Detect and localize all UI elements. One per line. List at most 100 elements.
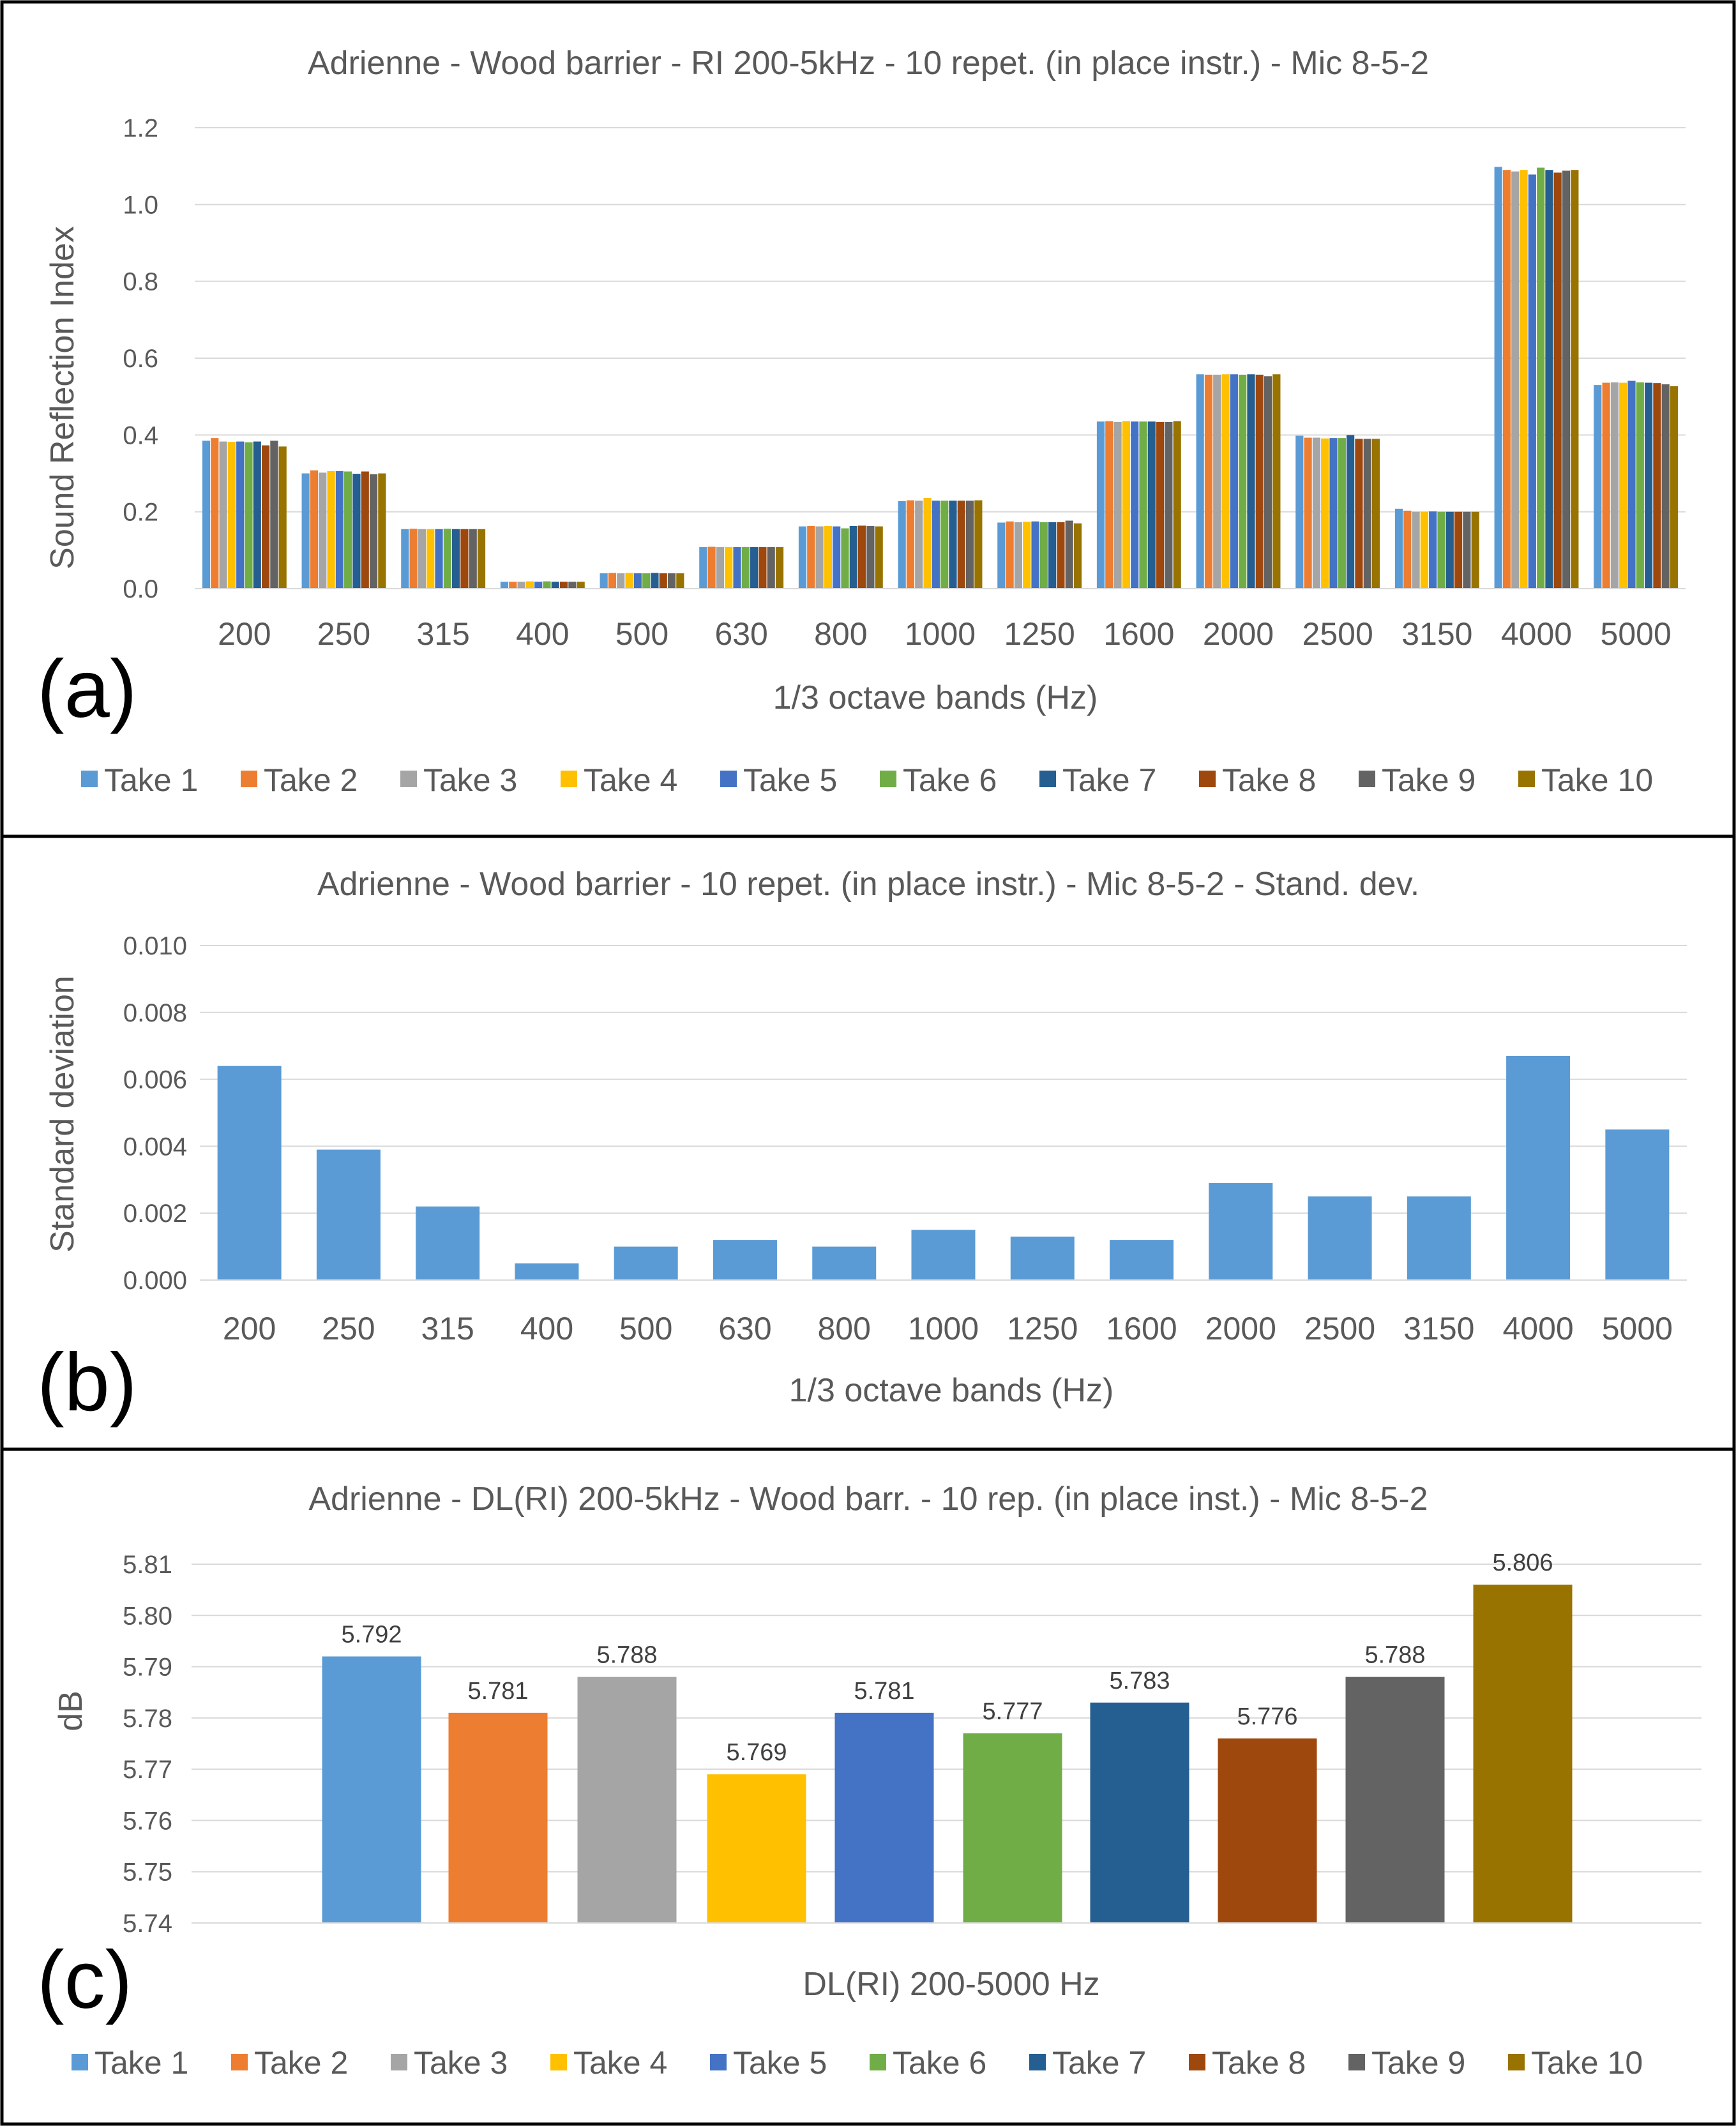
panel-a-bar xyxy=(469,529,477,589)
panel-a-bar xyxy=(617,573,625,589)
panel-a-bar xyxy=(676,573,684,589)
panel-a-bar xyxy=(1264,376,1272,589)
panel-b-bar xyxy=(416,1206,480,1280)
a-y-tick-label: 0.0 xyxy=(123,575,158,603)
panel-c-legend: Take 1 Take 2 Take 3 Take 4 Take 5 Take 6 Take… xyxy=(72,2045,1643,2081)
panel-c-bar xyxy=(322,1656,421,1923)
panel-a-bar xyxy=(352,474,361,589)
panel-a-bar xyxy=(551,582,559,589)
panel-b-x-tick-label: 4000 xyxy=(1502,1311,1573,1346)
panel-a-bar xyxy=(915,501,923,589)
panel-b-bar xyxy=(713,1240,777,1280)
panel-c-data-label: 5.781 xyxy=(467,1678,528,1705)
panel-b-bar xyxy=(1110,1240,1174,1280)
panel-c-legend-label: Take 2 xyxy=(254,2045,348,2081)
panel-c-y-axis-label: dB xyxy=(52,1691,89,1731)
panel-a-bar xyxy=(1039,522,1048,589)
panel-a-legend-label: Take 1 xyxy=(104,762,198,798)
panel-a-bar xyxy=(452,529,460,589)
panel-a-bar xyxy=(1196,374,1204,589)
panel-a-bar xyxy=(278,446,287,589)
panel-b-x-tick-label: 2500 xyxy=(1304,1311,1375,1346)
panel-b-x-tick-label: 2000 xyxy=(1205,1311,1276,1346)
panel-b-x-tick-label: 250 xyxy=(322,1311,375,1346)
panel-a-bar xyxy=(898,501,906,589)
panel-b-x-tick-label: 1600 xyxy=(1106,1311,1177,1346)
panel-a-bar xyxy=(1394,508,1403,589)
b-y-tick-label: 0.006 xyxy=(123,1066,187,1094)
panel-a-legend-swatch xyxy=(561,771,577,787)
panel-a-bar xyxy=(759,547,767,589)
panel-a-legend-label: Take 7 xyxy=(1062,762,1156,798)
panel-a-bar xyxy=(625,573,633,589)
panel-a-bar xyxy=(1048,522,1057,589)
panel-a-bar xyxy=(1571,170,1579,589)
panel-a-chart: Adrienne - Wood barrier - RI 200-5kHz - … xyxy=(37,45,1686,798)
b-y-tick-label: 0.000 xyxy=(123,1267,187,1295)
panel-b-x-axis-label: 1/3 octave bands (Hz) xyxy=(789,1372,1114,1409)
panel-a-bar xyxy=(460,529,469,589)
panel-a-bar xyxy=(667,573,676,589)
panel-a-bar xyxy=(543,581,551,589)
panel-a-bar xyxy=(833,526,841,589)
panel-a-bar xyxy=(798,526,807,589)
b-y-tick-label: 0.008 xyxy=(123,999,187,1027)
panel-a-bar xyxy=(815,526,824,589)
panel-b-bars xyxy=(200,1055,1687,1281)
panel-c-data-label: 5.776 xyxy=(1237,1703,1297,1730)
panel-a-bar xyxy=(1420,511,1428,589)
panel-a-bar xyxy=(923,498,932,589)
panel-a-bar xyxy=(1471,511,1479,589)
panel-a-bar xyxy=(1073,523,1082,589)
panel-a-bar xyxy=(577,582,585,589)
panel-a-bar xyxy=(1321,438,1329,589)
panel-a-bar xyxy=(1295,435,1304,589)
panel-a-bar xyxy=(1096,421,1105,589)
panel-b-x-tick-label: 400 xyxy=(520,1311,573,1346)
a-y-tick-label: 0.2 xyxy=(123,499,158,527)
panel-b-bar xyxy=(911,1230,976,1280)
panel-a-bar xyxy=(1619,382,1627,589)
panel-b-bar xyxy=(1209,1183,1273,1280)
panel-c-chart: Adrienne - DL(RI) 200-5kHz - Wood barr. … xyxy=(37,1481,1702,2081)
panel-a-bar xyxy=(500,582,509,589)
panel-a-legend-label: Take 8 xyxy=(1222,762,1316,798)
panel-b-x-tick-label: 315 xyxy=(421,1311,474,1346)
panel-a-x-tick-label: 500 xyxy=(615,616,668,652)
a-y-tick-label: 0.8 xyxy=(123,268,158,296)
panel-a-bar xyxy=(202,441,211,589)
panel-a-bar xyxy=(707,547,716,589)
panel-a-bar xyxy=(1057,522,1065,589)
panel-a-bar xyxy=(932,501,940,589)
panel-a-x-tick-label: 1250 xyxy=(1004,616,1075,652)
panel-a-bar xyxy=(1113,421,1122,589)
panel-a-bar xyxy=(559,582,568,589)
panel-a-bar xyxy=(477,529,486,589)
panel-a-legend-swatch xyxy=(1039,771,1056,787)
panel-c-legend-label: Take 4 xyxy=(573,2045,667,2081)
c-y-tick-label: 5.76 xyxy=(123,1807,172,1835)
panel-a-bar xyxy=(1255,374,1264,589)
panel-a-bar xyxy=(1031,521,1039,589)
panel-b-x-tick-label: 1000 xyxy=(908,1311,979,1346)
panel-a-bar xyxy=(1131,421,1139,589)
panel-c-data-label: 5.806 xyxy=(1492,1549,1553,1576)
panel-a-bar xyxy=(1371,439,1380,589)
panel-c-bar xyxy=(963,1733,1062,1923)
panel-c-legend-label: Take 10 xyxy=(1531,2045,1643,2081)
panel-a-bar xyxy=(875,526,883,589)
panel-a-bar xyxy=(997,522,1006,589)
panel-c-data-labels: 5.792 5.781 5.788 5.769 5.781 5.777 5.783 5.776… xyxy=(341,1549,1553,1766)
panel-a-bar xyxy=(1627,381,1636,589)
panel-a-bar xyxy=(1528,174,1536,589)
panel-c-legend-label: Take 6 xyxy=(893,2045,986,2081)
panel-c-legend-label: Take 3 xyxy=(414,2045,508,2081)
panel-a-legend-label: Take 3 xyxy=(423,762,517,798)
panel-a-bar xyxy=(600,573,608,589)
panel-c-bars xyxy=(192,1585,1702,1924)
panel-c-legend-swatch xyxy=(1348,2054,1365,2070)
panel-c-legend-label: Take 7 xyxy=(1052,2045,1146,2081)
panel-a-bar xyxy=(1553,172,1562,589)
panel-a-bar xyxy=(1014,522,1023,589)
panel-a-legend-label: Take 4 xyxy=(584,762,677,798)
